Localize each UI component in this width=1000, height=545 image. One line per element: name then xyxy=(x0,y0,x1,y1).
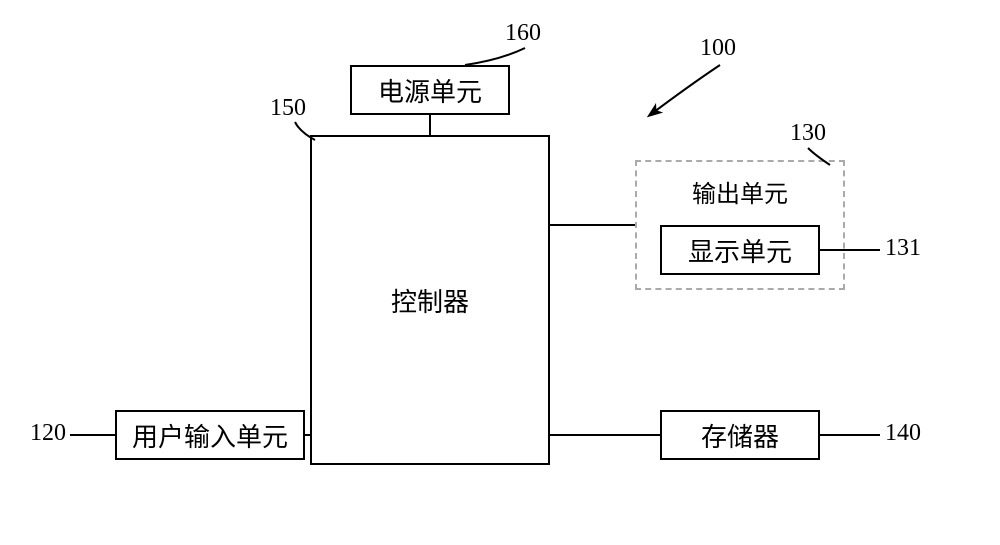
ref-131: 131 xyxy=(885,235,921,262)
user-input-block: 用户输入单元 xyxy=(115,410,305,460)
diagram-canvas: 控制器 电源单元 用户输入单元 存储器 输出单元 显示单元 160 150 10… xyxy=(0,0,1000,545)
user-input-label: 用户输入单元 xyxy=(132,417,288,454)
ref-160: 160 xyxy=(505,20,541,47)
ref-150: 150 xyxy=(270,95,306,122)
output-unit-group-label: 输出单元 xyxy=(637,174,843,209)
ref-120: 120 xyxy=(30,420,66,447)
power-block: 电源单元 xyxy=(350,65,510,115)
storage-block: 存储器 xyxy=(660,410,820,460)
controller-label: 控制器 xyxy=(391,282,469,319)
power-label: 电源单元 xyxy=(378,72,482,109)
storage-label: 存储器 xyxy=(701,417,779,454)
ref-130: 130 xyxy=(790,120,826,147)
controller-block: 控制器 xyxy=(310,135,550,465)
ref-140: 140 xyxy=(885,420,921,447)
display-label: 显示单元 xyxy=(688,232,792,269)
ref-100: 100 xyxy=(700,35,736,62)
display-block: 显示单元 xyxy=(660,225,820,275)
